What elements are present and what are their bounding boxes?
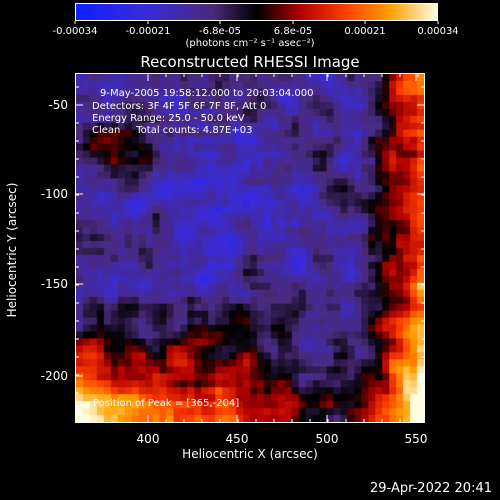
y-axis-label: Heliocentric Y (arcsec) bbox=[5, 182, 19, 318]
info-detectors: Detectors: 3F 4F 5F 6F 7F 8F, Att 0 bbox=[92, 101, 267, 112]
image-plot-area bbox=[75, 73, 425, 423]
colorbar bbox=[75, 3, 438, 21]
x-axis-label: Heliocentric X (arcsec) bbox=[182, 447, 318, 461]
timestamp: 29-Apr-2022 20:41 bbox=[370, 481, 492, 496]
x-tick-label: 500 bbox=[315, 432, 339, 446]
info-energy-range: Energy Range: 25.0 - 50.0 keV bbox=[92, 113, 245, 124]
plot-title: Reconstructed RHESSI Image bbox=[140, 53, 360, 71]
y-tick-label: -100 bbox=[40, 187, 68, 201]
colorbar-tick-label: -6.8e-05 bbox=[199, 26, 241, 37]
colorbar-tick-label: 6.8e-05 bbox=[273, 26, 313, 37]
x-tick-label: 450 bbox=[225, 432, 249, 446]
y-tick-label: -150 bbox=[40, 277, 68, 291]
peak-position-label: Position of Peak = [365,-204] bbox=[93, 398, 240, 409]
colorbar-units: (photons cm⁻² s⁻¹ asec⁻²) bbox=[185, 38, 315, 49]
x-tick-label: 400 bbox=[136, 432, 160, 446]
info-method-counts: Clean Total counts: 4.87E+03 bbox=[92, 125, 253, 136]
colorbar-tick-label: 0.00034 bbox=[417, 26, 459, 37]
info-time-range: 9-May-2005 19:58:12.000 to 20:03:04.000 bbox=[100, 88, 314, 99]
rhessi-heatmap bbox=[76, 74, 424, 422]
colorbar-tick-label: 0.00021 bbox=[344, 26, 386, 37]
colorbar-tick-label: -0.00034 bbox=[52, 26, 98, 37]
x-tick-label: 550 bbox=[404, 432, 428, 446]
colorbar-tick-label: -0.00021 bbox=[125, 26, 171, 37]
y-tick-label: -50 bbox=[48, 98, 68, 112]
y-tick-label: -200 bbox=[40, 369, 68, 383]
